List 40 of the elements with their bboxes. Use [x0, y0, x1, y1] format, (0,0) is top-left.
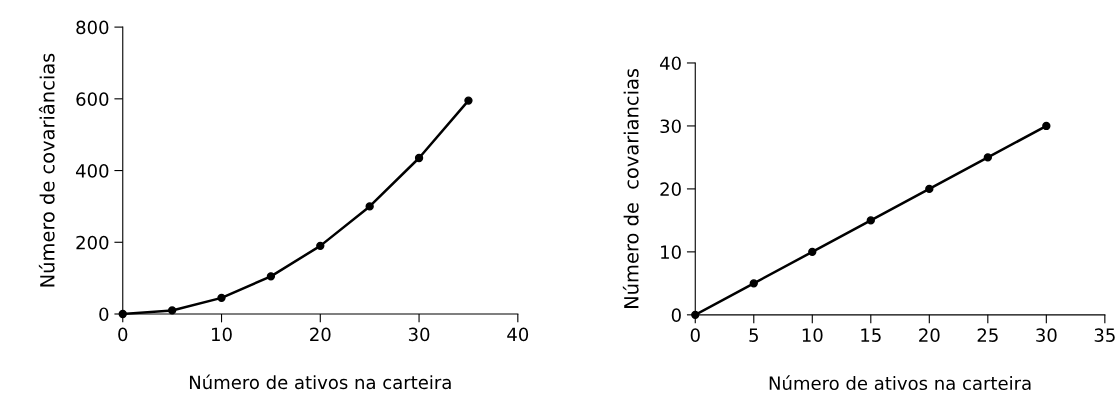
x-tick-label: 20: [310, 327, 331, 342]
x-tick-label: 35: [1094, 328, 1115, 343]
x-tick-label: 0: [118, 327, 128, 342]
x-tick-label: 40: [507, 327, 529, 342]
x-tick-label: 5: [749, 328, 758, 343]
x-tick-label: 0: [690, 328, 700, 343]
x-tick-label: 15: [861, 328, 881, 343]
y-tick-label: 10: [661, 245, 681, 259]
x-tick-label: 30: [408, 327, 430, 342]
y-tick-label: 800: [76, 20, 109, 35]
point: [808, 247, 817, 257]
y-tick-label: 0: [99, 307, 109, 322]
y-tick-label: 200: [76, 235, 109, 250]
y-tick-label: 40: [659, 56, 681, 71]
y-tick-label: 30: [660, 119, 681, 134]
x-axis-title: Número de ativos na carteira: [769, 375, 1031, 391]
x-tick-label: 10: [802, 328, 823, 343]
y-tick-label: 400: [75, 164, 109, 178]
y-axis-title: Número de covariâncias: [38, 53, 55, 287]
x-tick-label: 20: [919, 328, 940, 343]
point: [167, 306, 177, 315]
point: [365, 202, 374, 211]
point: [217, 293, 226, 303]
point: [266, 272, 276, 281]
y-tick-label: 20: [660, 182, 681, 197]
point: [316, 241, 325, 251]
x-axis-title: Número de ativos na carteira: [189, 374, 451, 390]
point: [1042, 121, 1051, 131]
point: [749, 279, 758, 288]
point: [925, 184, 934, 194]
y-tick-label: 0: [671, 308, 681, 322]
x-tick-label: 10: [212, 327, 232, 342]
point: [866, 216, 875, 225]
point: [983, 153, 992, 162]
point: [414, 153, 424, 163]
x-tick-label: 25: [977, 328, 998, 343]
y-axis-title: Número de covariancias: [622, 68, 639, 308]
point: [464, 96, 473, 105]
x-tick-label: 30: [1036, 328, 1057, 343]
y-tick-label: 600: [76, 92, 109, 106]
